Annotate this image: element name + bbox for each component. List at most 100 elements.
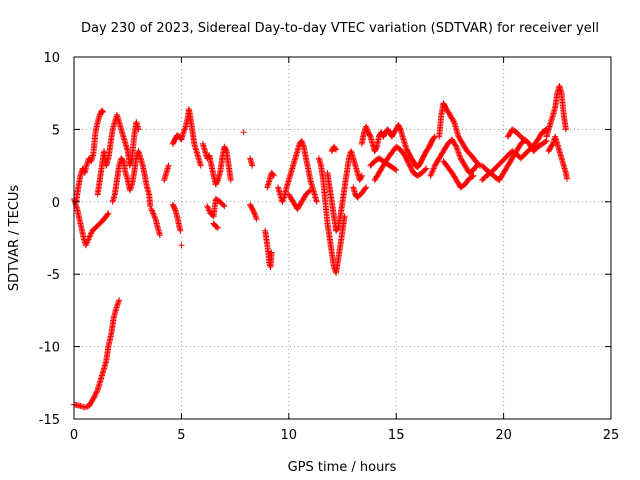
data-point [431, 164, 438, 171]
data-point [87, 230, 94, 237]
data-point [450, 117, 457, 124]
data-point [299, 139, 306, 146]
data-point [171, 204, 178, 211]
data-point [470, 172, 477, 179]
chart-title: Day 230 of 2023, Sidereal Day-to-day VTE… [81, 21, 599, 36]
data-point [85, 236, 92, 243]
data-point [392, 166, 399, 173]
data-point [363, 184, 370, 191]
x-tick-label: 25 [603, 428, 620, 443]
data-point [165, 162, 172, 169]
data-point [313, 198, 320, 205]
y-tick-label: 5 [52, 123, 60, 138]
x-tick-label: 0 [70, 428, 78, 443]
data-point [148, 206, 155, 213]
data-point [126, 187, 133, 194]
data-point [521, 136, 528, 143]
data-point [423, 165, 430, 172]
data-point [452, 142, 459, 149]
data-point [205, 206, 212, 213]
x-axis-label: GPS time / hours [288, 460, 397, 475]
data-point [115, 298, 122, 305]
data-point [364, 126, 371, 133]
data-point [456, 152, 463, 159]
data-point [428, 171, 435, 178]
data-point [253, 216, 260, 223]
data-point [221, 203, 228, 210]
data-point [393, 166, 400, 173]
y-tick-label: -5 [47, 268, 60, 283]
data-point [148, 207, 155, 214]
data-point [83, 240, 90, 247]
y-axis-label: SDTVAR / TECUs [7, 185, 22, 292]
data-point [475, 161, 482, 168]
data-point [453, 143, 460, 150]
data-point [240, 129, 247, 136]
data-point [253, 214, 260, 221]
data-point [522, 137, 529, 144]
data-point [373, 144, 380, 151]
data-point [362, 185, 369, 192]
data-point [251, 211, 258, 218]
data-point [128, 182, 135, 189]
data-point [86, 235, 93, 241]
data-point [213, 224, 220, 231]
data-point [249, 162, 256, 169]
data-point [86, 233, 93, 240]
data-point [150, 210, 157, 217]
data-point [206, 207, 213, 214]
data-point [333, 146, 340, 153]
data-point [156, 232, 163, 239]
data-point [280, 194, 287, 201]
data-point [279, 198, 286, 205]
data-point [84, 239, 91, 246]
data-point [94, 388, 101, 395]
data-point [332, 145, 339, 152]
data-point [105, 210, 112, 217]
data-point [469, 173, 476, 180]
data-point [280, 195, 287, 202]
data-point [84, 159, 91, 166]
y-tick-label: -15 [39, 413, 60, 428]
data-point [456, 151, 463, 158]
data-point [114, 301, 121, 308]
data-point [562, 126, 569, 133]
data-point [358, 173, 365, 180]
data-point [396, 125, 403, 132]
data-point [204, 204, 211, 211]
tick-labels: 0 5 10 15 20 25 -15 -10 -5 0 5 10 [39, 51, 620, 443]
y-tick-label: 0 [52, 196, 60, 211]
data-points [71, 82, 570, 411]
data-point [542, 138, 549, 145]
data-point [214, 224, 221, 231]
data-point [180, 129, 187, 136]
data-point [83, 161, 90, 168]
x-tick-label: 15 [388, 428, 405, 443]
data-point [113, 303, 120, 310]
data-point [181, 127, 188, 134]
data-point [270, 171, 277, 178]
data-point [279, 197, 286, 204]
data-point [149, 208, 156, 215]
data-point [151, 213, 158, 220]
data-point [150, 211, 157, 218]
data-point [403, 145, 410, 152]
data-point [363, 124, 370, 131]
data-point [454, 146, 461, 153]
data-point [429, 168, 436, 175]
x-tick-label: 5 [177, 428, 185, 443]
data-point [306, 188, 313, 195]
data-point [402, 142, 409, 149]
data-point [430, 166, 437, 173]
data-point [250, 209, 257, 216]
data-point [453, 145, 460, 152]
data-point [307, 187, 314, 194]
plot-frame [73, 56, 612, 420]
data-point [204, 203, 211, 210]
data-point [222, 147, 229, 154]
data-point [227, 177, 234, 184]
data-point [252, 213, 259, 220]
data-point [454, 148, 461, 155]
data-point [300, 142, 307, 149]
